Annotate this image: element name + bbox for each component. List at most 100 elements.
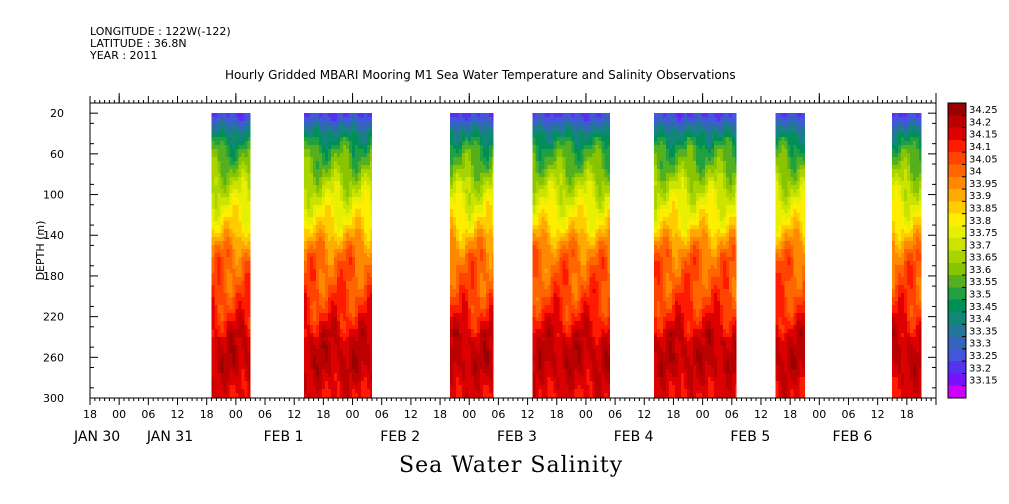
colorbar-label: 33.45 xyxy=(969,302,998,313)
colorbar-label: 33.75 xyxy=(969,228,998,239)
x-tick-label: 18 xyxy=(900,408,914,421)
x-date-label: JAN 31 xyxy=(146,429,193,445)
data-segment xyxy=(449,113,494,398)
x-tick-label: 18 xyxy=(783,408,797,421)
x-tick-label: 06 xyxy=(491,408,505,421)
colorbar-swatch xyxy=(948,262,966,276)
colorbar-label: 34.05 xyxy=(969,154,998,165)
x-date-label: JAN 30 xyxy=(73,429,120,445)
bottom-title: Sea Water Salinity xyxy=(399,453,624,478)
x-date-label: FEB 3 xyxy=(497,429,537,445)
x-tick-label: 06 xyxy=(141,408,155,421)
x-tick-label: 00 xyxy=(462,408,476,421)
colorbar-swatch xyxy=(948,373,966,387)
x-tick-label: 00 xyxy=(696,408,710,421)
colorbar-label: 33.4 xyxy=(969,314,991,325)
x-tick-label: 18 xyxy=(550,408,564,421)
colorbar-label: 33.6 xyxy=(969,265,991,276)
x-tick-label: 00 xyxy=(812,408,826,421)
colorbar-swatch xyxy=(948,189,966,202)
y-tick-label: 100 xyxy=(43,189,64,202)
colorbar-swatch xyxy=(948,361,966,374)
x-tick-label: 12 xyxy=(521,408,535,421)
x-tick-label: 00 xyxy=(229,408,243,421)
colorbar-label: 33.85 xyxy=(969,203,998,214)
longitude-label: LONGITUDE : 122W(-122) xyxy=(90,25,231,38)
colorbar-label: 34.1 xyxy=(969,142,991,153)
colorbar-swatch xyxy=(948,336,966,350)
x-date-label: FEB 5 xyxy=(730,429,770,445)
year-label: YEAR : 2011 xyxy=(90,49,158,62)
colorbar-label: 33.25 xyxy=(969,351,998,362)
x-tick-label: 06 xyxy=(258,408,272,421)
y-axis-label: DEPTH (m) xyxy=(34,221,47,281)
colorbar-label: 34.15 xyxy=(969,130,998,141)
colorbar-label: 33.5 xyxy=(969,290,991,301)
y-tick-label: 140 xyxy=(43,229,64,242)
x-tick-label: 18 xyxy=(200,408,214,421)
x-tick-label: 12 xyxy=(871,408,885,421)
colorbar-label: 33.15 xyxy=(969,376,998,387)
y-tick-label: 20 xyxy=(50,107,64,120)
x-tick-label: 12 xyxy=(754,408,768,421)
colorbar-swatch xyxy=(948,225,966,239)
colorbar-swatch xyxy=(948,103,966,116)
colorbar-swatch xyxy=(948,324,966,338)
colorbar-label: 34.25 xyxy=(969,105,998,116)
data-segment xyxy=(303,113,372,398)
axes: 20 60 100 140 180 220 260 300 DEPTH (m) 18 00 06 12 1… xyxy=(34,93,937,445)
x-tick-label: 00 xyxy=(346,408,360,421)
x-tick-label: 12 xyxy=(637,408,651,421)
data-segment xyxy=(211,113,251,398)
y-tick-label: 180 xyxy=(43,270,64,283)
colorbar-swatch xyxy=(948,250,966,264)
colorbar-swatch xyxy=(948,127,966,141)
x-tick-label: 06 xyxy=(375,408,389,421)
data-segment xyxy=(775,113,805,398)
colorbar-swatch xyxy=(948,201,966,215)
colorbar-swatch xyxy=(948,139,966,153)
colorbar-swatch xyxy=(948,213,966,227)
colorbar-swatch xyxy=(948,385,966,399)
data-segment xyxy=(654,113,737,398)
x-date-label: FEB 4 xyxy=(614,429,654,445)
x-tick-label: 12 xyxy=(171,408,185,421)
latitude-label: LATITUDE : 36.8N xyxy=(90,37,187,50)
colorbar-swatch xyxy=(948,275,966,288)
x-tick-label: 18 xyxy=(83,408,97,421)
data-segment xyxy=(892,113,922,398)
colorbar-label: 33.9 xyxy=(969,191,991,202)
y-tick-label: 300 xyxy=(43,392,64,405)
x-tick-label: 06 xyxy=(841,408,855,421)
colorbar-label: 33.8 xyxy=(969,216,991,227)
colorbar-swatch xyxy=(948,348,966,362)
x-tick-label: 18 xyxy=(316,408,330,421)
x-date-label: FEB 1 xyxy=(264,429,304,445)
y-tick-label: 260 xyxy=(43,351,64,364)
y-tick-label: 220 xyxy=(43,311,64,324)
colorbar-label: 33.3 xyxy=(969,339,991,350)
colorbar-label: 34 xyxy=(969,167,982,178)
chart-title: Hourly Gridded MBARI Mooring M1 Sea Wate… xyxy=(225,68,736,82)
x-tick-label: 18 xyxy=(666,408,680,421)
x-date-label: FEB 6 xyxy=(832,429,872,445)
y-tick-label: 60 xyxy=(50,148,64,161)
x-tick-label: 12 xyxy=(404,408,418,421)
colorbar-swatch xyxy=(948,238,966,251)
colorbar-swatch xyxy=(948,164,966,178)
colorbar-swatch xyxy=(948,299,966,313)
colorbar-label: 33.65 xyxy=(969,253,998,264)
colorbar-swatch xyxy=(948,152,966,165)
colorbar-swatch xyxy=(948,311,966,325)
colorbar-label: 33.7 xyxy=(969,240,991,251)
colorbar-swatch xyxy=(948,287,966,301)
x-tick-label: 06 xyxy=(725,408,739,421)
colorbar-label: 33.55 xyxy=(969,277,998,288)
x-tick-label: 12 xyxy=(287,408,301,421)
colorbar-label: 33.2 xyxy=(969,363,991,374)
colorbar-label: 33.95 xyxy=(969,179,998,190)
x-tick-label: 00 xyxy=(579,408,593,421)
colorbar-label: 33.35 xyxy=(969,326,998,337)
